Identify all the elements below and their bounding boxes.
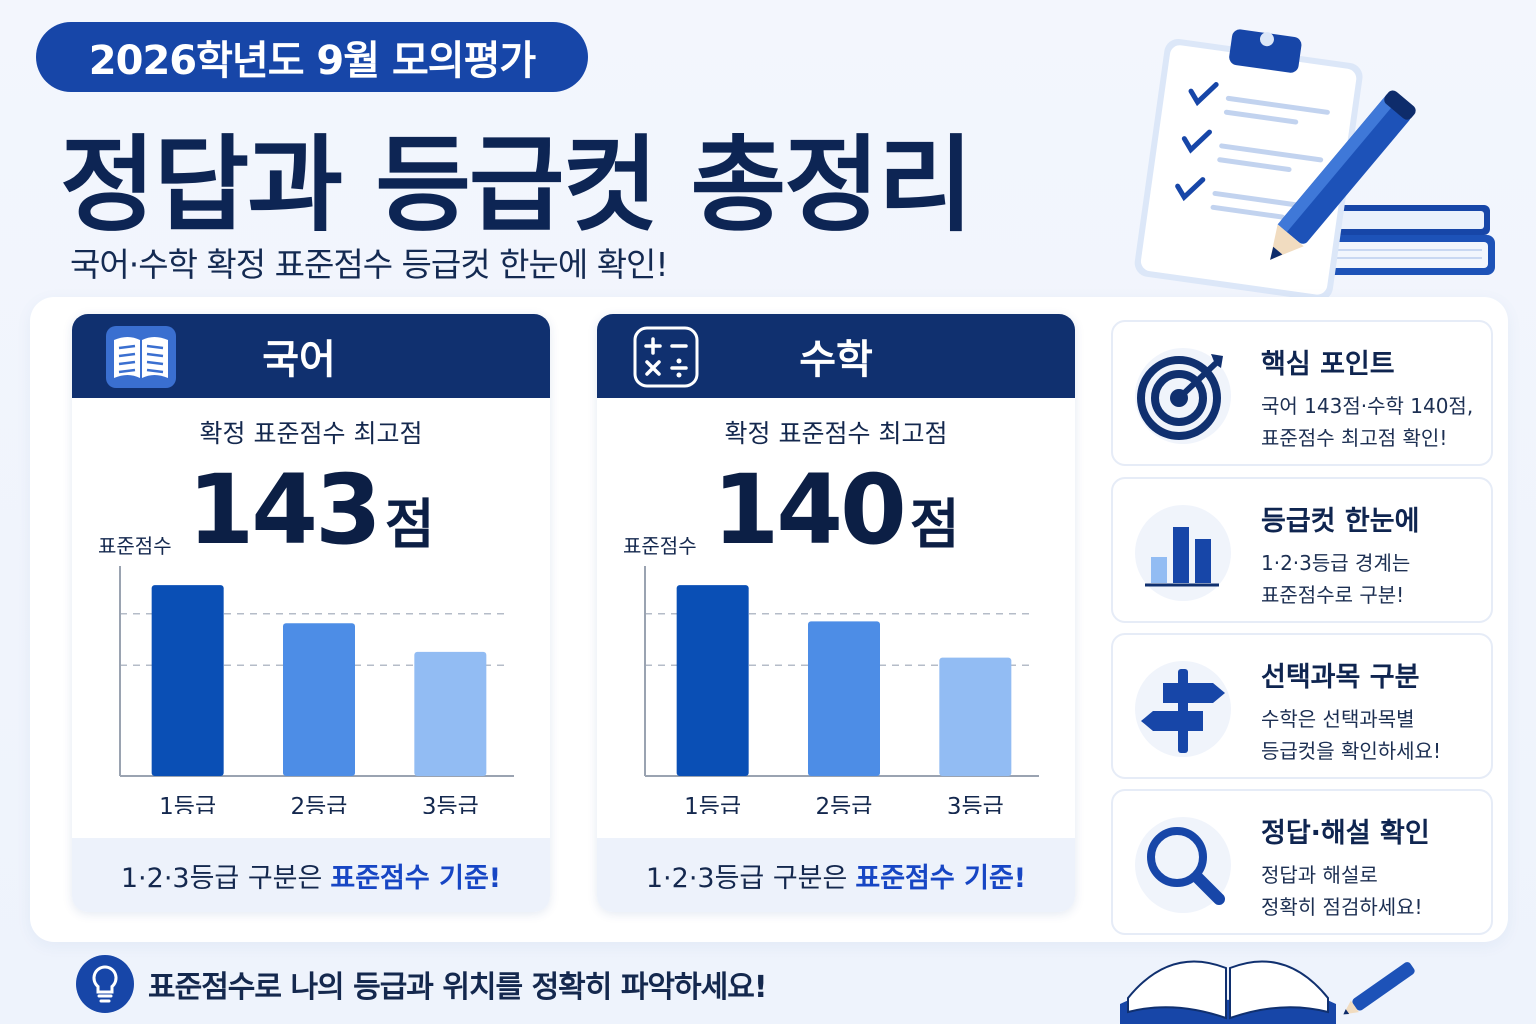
clipboard-illustration	[1134, 29, 1495, 300]
math-card: 수학 확정 표준점수 최고점 140 점 표준점수 1등급 2등급 3등급 1·2·…	[597, 314, 1075, 912]
books-icon	[1310, 205, 1495, 275]
info-title-answers: 정답·해설 확인	[1261, 818, 1430, 849]
bar-2	[808, 621, 880, 776]
x-tick-label: 1등급	[159, 794, 216, 814]
lightbulb-icon	[76, 955, 134, 1013]
info-line: 등급컷을 확인하세요!	[1261, 739, 1441, 763]
bar-3	[414, 651, 487, 776]
math-footer-text: 1·2·3등급 구분은	[645, 862, 848, 894]
page-title: 정답과 등급컷 총정리	[60, 124, 974, 246]
pencil-icon	[1270, 90, 1416, 260]
korean-card: 국어 확정 표준점수 최고점 143 점 표준점수 1등급 2등급 3등급 1·2·…	[72, 314, 550, 912]
korean-footer-highlight: 표준점수 기준!	[330, 862, 502, 894]
korean-score-label: 확정 표준점수 최고점	[199, 419, 423, 448]
korean-footer-text: 1·2·3등급 구분은	[120, 862, 323, 894]
pencil-icon	[1343, 962, 1415, 1015]
math-score-unit: 점	[909, 493, 960, 556]
info-card-key-point: 핵심 포인트 국어 143점·수학 140점, 표준점수 최고점 확인!	[1111, 320, 1493, 466]
math-score: 140 점	[597, 454, 1075, 566]
math-card-header: 수학	[597, 314, 1075, 398]
korean-score-unit: 점	[384, 493, 435, 556]
page-subtitle: 국어·수학 확정 표준점수 등급컷 한눈에 확인!	[70, 245, 669, 284]
math-card-footer: 1·2·3등급 구분은 표준점수 기준!	[597, 838, 1075, 912]
magnifier-icon	[1135, 817, 1231, 913]
target-icon	[1135, 348, 1231, 444]
korean-axis-label: 표준점수	[98, 534, 172, 558]
info-line: 수학은 선택과목별	[1261, 707, 1415, 731]
korean-card-footer: 1·2·3등급 구분은 표준점수 기준!	[72, 838, 550, 912]
calculator-icon	[633, 326, 699, 388]
bar-1	[151, 585, 224, 776]
info-line: 국어 143점·수학 140점,	[1261, 394, 1474, 418]
signpost-icon	[1135, 661, 1231, 757]
bottom-tip: 표준점수로 나의 등급과 위치를 정확히 파악하세요!	[76, 955, 768, 1013]
x-tick-label: 3등급	[422, 794, 479, 814]
korean-card-title: 국어	[262, 337, 336, 383]
bar-1	[676, 585, 749, 776]
info-title-grade-cut: 등급컷 한눈에	[1261, 506, 1420, 537]
exam-badge: 2026학년도 9월 모의평가	[36, 22, 588, 92]
math-score-label: 확정 표준점수 최고점	[724, 419, 948, 448]
open-book-illustration	[1120, 960, 1415, 1024]
info-line: 정확히 점검하세요!	[1261, 895, 1423, 919]
info-title-key-point: 핵심 포인트	[1261, 349, 1395, 380]
book-icon	[106, 326, 176, 388]
x-tick-label: 3등급	[947, 794, 1004, 814]
info-card-answers: 정답·해설 확인 정답과 해설로 정확히 점검하세요!	[1111, 789, 1493, 935]
info-card-grade-cut: 등급컷 한눈에 1·2·3등급 경계는 표준점수로 구분!	[1111, 477, 1493, 623]
korean-cut-chart: 1등급 2등급 3등급	[119, 566, 514, 814]
korean-card-header: 국어	[72, 314, 550, 398]
x-tick-label: 2등급	[816, 794, 873, 814]
math-card-title: 수학	[799, 337, 873, 383]
korean-score: 143 점	[72, 454, 550, 566]
tip-text: 표준점수로 나의 등급과 위치를 정확히 파악하세요!	[148, 970, 768, 1005]
math-cut-chart: 1등급 2등급 3등급	[644, 566, 1039, 814]
info-line: 정답과 해설로	[1261, 863, 1378, 887]
math-footer-highlight: 표준점수 기준!	[855, 862, 1027, 894]
korean-score-value: 143	[187, 454, 381, 566]
math-axis-label: 표준점수	[623, 534, 697, 558]
info-line: 1·2·3등급 경계는	[1261, 551, 1411, 575]
x-tick-label: 1등급	[684, 794, 741, 814]
info-card-elective: 선택과목 구분 수학은 선택과목별 등급컷을 확인하세요!	[1111, 633, 1493, 779]
bar-3	[939, 657, 1012, 776]
math-score-value: 140	[712, 454, 906, 566]
info-line: 표준점수로 구분!	[1261, 583, 1405, 607]
info-title-elective: 선택과목 구분	[1261, 662, 1420, 693]
bar-chart-icon	[1135, 505, 1231, 601]
x-tick-label: 2등급	[291, 794, 348, 814]
bar-2	[283, 623, 355, 776]
info-line: 표준점수 최고점 확인!	[1261, 426, 1448, 450]
